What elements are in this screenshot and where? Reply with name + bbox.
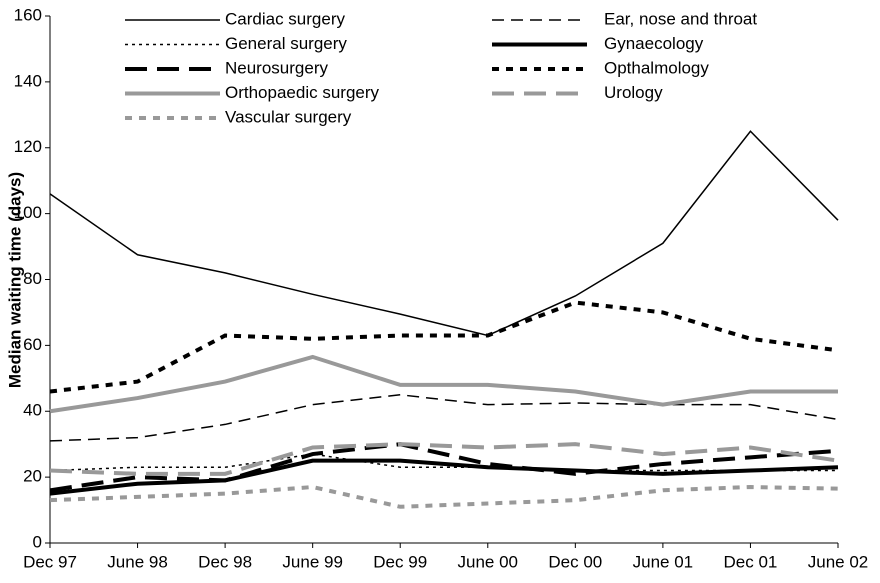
y-tick-label: 40 (23, 401, 42, 420)
x-tick-label: Dec 99 (373, 552, 427, 571)
y-tick-label: 60 (23, 335, 42, 354)
y-axis-title: Median waiting time (days) (5, 172, 24, 388)
legend-label: Gynaecology (604, 34, 704, 53)
x-tick-label: Dec 01 (724, 552, 778, 571)
y-tick-label: 140 (14, 71, 42, 90)
legend-label: Vascular surgery (225, 107, 352, 126)
series-line (49, 394, 839, 442)
x-tick-label: June 01 (633, 552, 694, 571)
series-line (49, 442, 839, 493)
y-tick-label: 120 (14, 137, 42, 156)
series-line (49, 354, 838, 414)
y-tick-label: 160 (14, 5, 42, 24)
legend-label: Neurosurgery (225, 58, 328, 77)
series-line (49, 442, 839, 476)
series-line (49, 458, 839, 496)
y-tick-label: 20 (23, 467, 42, 486)
legend-label: Urology (604, 83, 663, 102)
x-tick-label: Dec 98 (198, 552, 252, 571)
y-tick-label: 0 (33, 532, 42, 551)
series-line (49, 130, 839, 337)
x-tick-label: June 00 (458, 552, 519, 571)
legend-label: Opthalmology (604, 58, 709, 77)
legend-label: General surgery (225, 34, 347, 53)
x-tick-label: Dec 97 (23, 552, 77, 571)
x-tick-label: June 02 (808, 552, 869, 571)
legend-label: Orthopaedic surgery (225, 83, 380, 102)
series-line (49, 300, 839, 394)
x-tick-label: June 98 (107, 552, 168, 571)
series-line (49, 484, 839, 509)
legend-label: Cardiac surgery (225, 9, 345, 28)
y-tick-label: 100 (14, 203, 42, 222)
y-tick-label: 80 (23, 269, 42, 288)
x-tick-label: Dec 00 (548, 552, 602, 571)
legend-label: Ear, nose and throat (604, 9, 757, 28)
x-tick-label: June 99 (282, 552, 343, 571)
